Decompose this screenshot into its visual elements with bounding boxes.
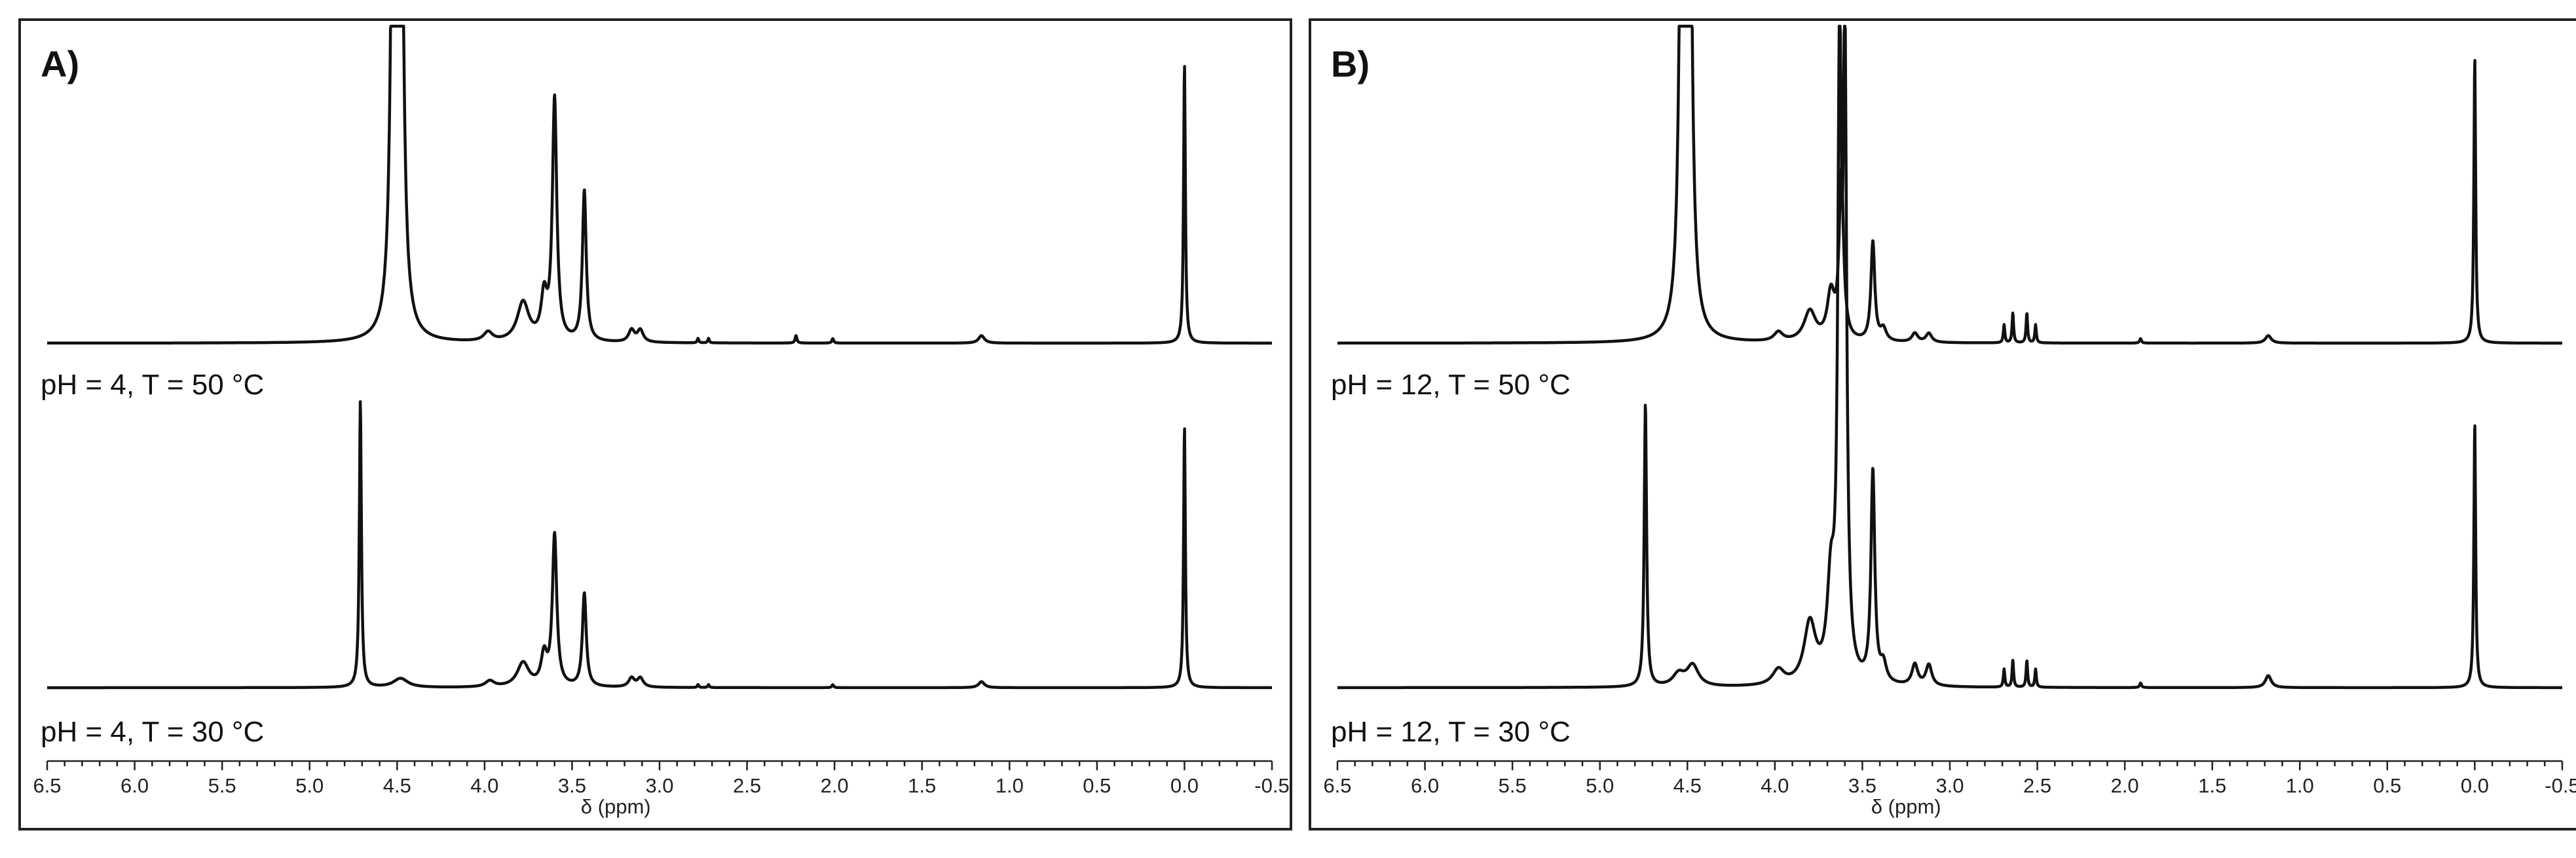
x-tick-label: 1.5	[2198, 774, 2226, 797]
x-tick-label: 5.5	[208, 774, 236, 797]
nmr-chart-a: A) pH = 4, T = 50 °C pH = 4, T = 30 °C 6…	[33, 24, 1290, 818]
series-label-bottom: pH = 12, T = 30 °C	[1331, 716, 1571, 748]
x-ticks: 6.5 6.0 5.5 5.0 4.5 4.0 3.5 3.0 2.5 2.0 1.5 1.0 0.5 0…	[1323, 761, 2576, 797]
panel-b: B) pH = 12, T = 50 °C pH = 12, T = 30 °C…	[1309, 18, 2576, 830]
x-tick-label: 1.5	[908, 774, 936, 797]
spectrum-top	[1336, 24, 2564, 345]
x-tick-label: 2.5	[733, 774, 761, 797]
x-ticks: 6.5 6.0 5.5 5.0 4.5 4.0 3.5 3.0 2.5 2.0 1.5 1.0 0.5 0…	[33, 761, 1290, 797]
spectrum-bottom	[46, 400, 1273, 690]
x-axis-label: δ (ppm)	[1871, 795, 1941, 818]
x-tick-label: -0.5	[2545, 774, 2576, 797]
x-tick-label: 6.5	[1323, 774, 1351, 797]
x-tick-label: 4.0	[1761, 774, 1789, 797]
x-tick-label: 1.0	[2286, 774, 2314, 797]
x-tick-label: 6.0	[121, 774, 149, 797]
series-label-bottom: pH = 4, T = 30 °C	[41, 716, 264, 748]
x-tick-label: 5.0	[295, 774, 324, 797]
spectrum-bottom	[1336, 24, 2564, 690]
x-tick-label: 4.5	[383, 774, 411, 797]
panel-label: A)	[41, 43, 79, 84]
x-tick-label: 0.0	[1170, 774, 1199, 797]
x-tick-label: 6.0	[1411, 774, 1439, 797]
x-tick-label: 2.5	[2023, 774, 2051, 797]
x-tick-label: 1.0	[996, 774, 1024, 797]
x-tick-label: 0.5	[2373, 774, 2401, 797]
series-label-top: pH = 4, T = 50 °C	[41, 369, 264, 401]
panel-label: B)	[1331, 43, 1370, 84]
x-tick-label: 0.0	[2461, 774, 2489, 797]
x-tick-label: 3.0	[1935, 774, 1964, 797]
spectrum-top	[46, 24, 1273, 345]
x-tick-label: -0.5	[1254, 774, 1289, 797]
x-tick-label: 5.5	[1499, 774, 1527, 797]
x-tick-label: 3.5	[558, 774, 586, 797]
x-tick-label: 4.0	[470, 774, 498, 797]
nmr-chart-b: B) pH = 12, T = 50 °C pH = 12, T = 30 °C…	[1323, 24, 2576, 818]
x-axis-label: δ (ppm)	[581, 795, 651, 818]
series-label-top: pH = 12, T = 50 °C	[1331, 369, 1571, 401]
x-tick-label: 6.5	[33, 774, 61, 797]
x-tick-label: 4.5	[1673, 774, 1702, 797]
x-tick-label: 2.0	[821, 774, 849, 797]
x-tick-label: 3.5	[1848, 774, 1876, 797]
x-tick-label: 2.0	[2111, 774, 2139, 797]
x-tick-label: 0.5	[1083, 774, 1111, 797]
x-tick-label: 3.0	[645, 774, 673, 797]
x-tick-label: 5.0	[1586, 774, 1614, 797]
panel-a: A) pH = 4, T = 50 °C pH = 4, T = 30 °C 6…	[18, 18, 1292, 830]
